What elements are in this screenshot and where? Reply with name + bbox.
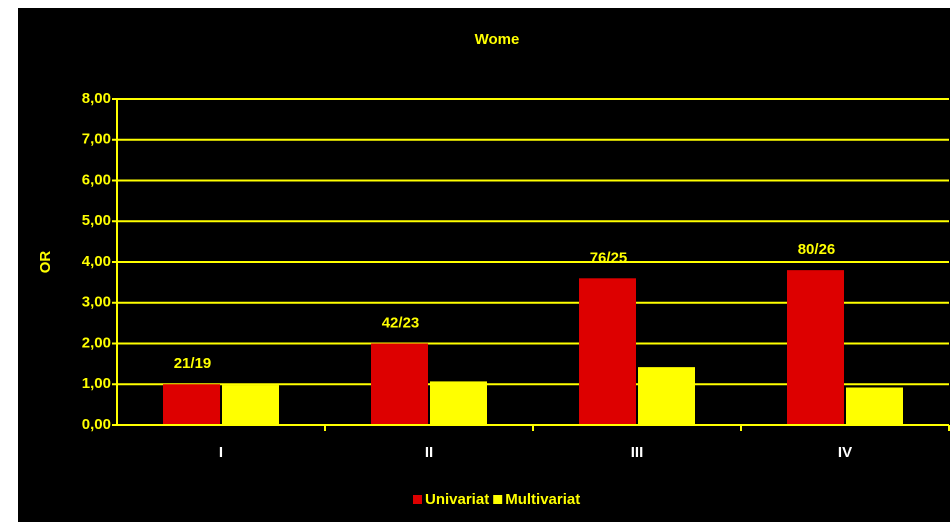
y-tick-label: 0,00 (82, 416, 111, 433)
annotation: 42/23 (382, 314, 420, 331)
y-tick-label: 3,00 (82, 294, 111, 311)
bar (787, 270, 844, 425)
legend-label: Univariat (425, 491, 489, 508)
chart-title: Wome (475, 31, 520, 48)
annotation: 21/19 (174, 355, 212, 372)
bar (222, 385, 279, 425)
x-tick-label: II (425, 444, 433, 461)
x-tick-label: I (219, 444, 223, 461)
y-tick-label: 8,00 (82, 90, 111, 107)
x-tick-label: IV (838, 444, 852, 461)
y-tick-label: 2,00 (82, 334, 111, 351)
bar (371, 343, 428, 425)
y-tick-label: 1,00 (82, 375, 111, 392)
x-tick-label: III (631, 444, 644, 461)
y-tick-label: 6,00 (82, 171, 111, 188)
y-tick-label: 4,00 (82, 253, 111, 270)
bar (430, 381, 487, 425)
legend-label: Multivariat (505, 491, 580, 508)
y-tick-label: 5,00 (82, 212, 111, 229)
annotation: 80/26 (798, 241, 836, 258)
legend-swatch (413, 495, 422, 504)
chart-background (18, 8, 950, 522)
bar (579, 278, 636, 425)
legend-swatch (493, 495, 503, 504)
bar (846, 387, 903, 425)
bar (163, 384, 220, 425)
bar (638, 367, 695, 425)
annotation: 76/25 (590, 249, 628, 266)
y-tick-label: 7,00 (82, 131, 111, 148)
y-axis-label: OR (37, 251, 54, 274)
